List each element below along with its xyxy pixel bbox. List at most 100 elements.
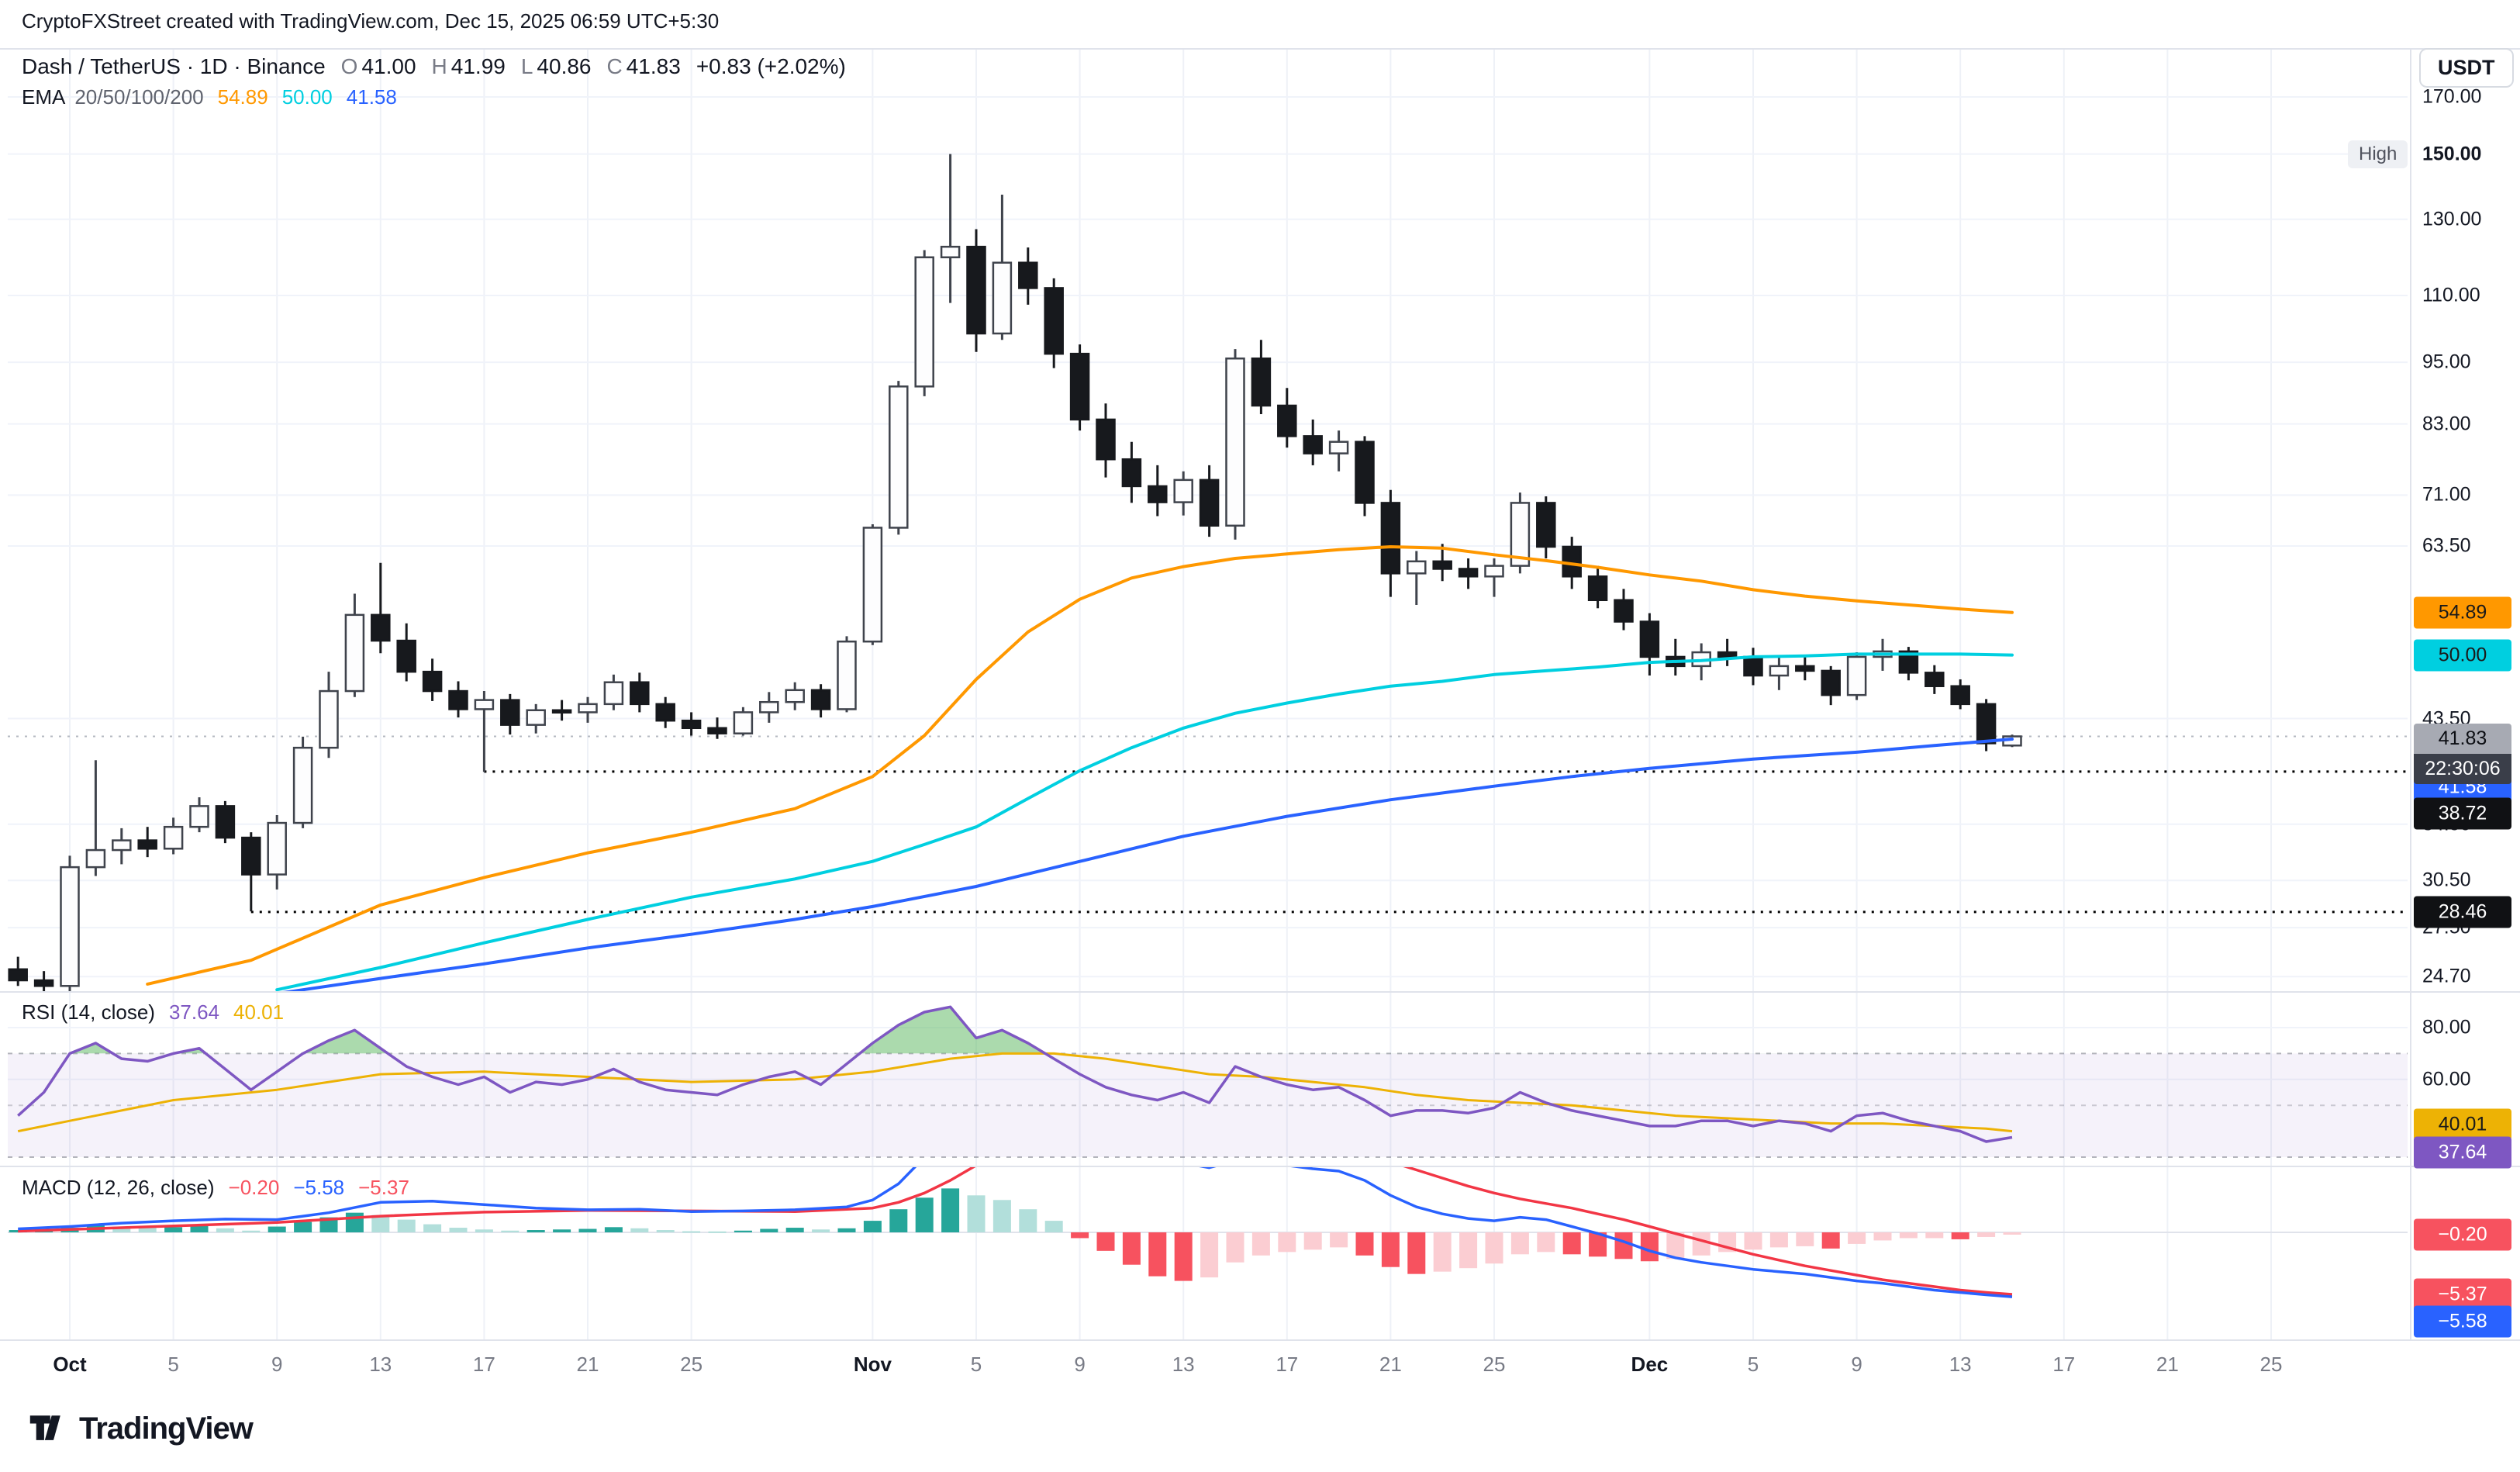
macd-histogram-bar [1821,1232,1840,1249]
high-value: 41.99 [450,54,506,78]
candle-body [1407,560,1427,575]
axis-day-label: 5 [970,1353,982,1376]
ema-params: 20/50/100/200 [74,85,204,109]
macd-histogram-bar [294,1221,312,1232]
candle-body [1743,655,1763,677]
macd-histogram-bar [1096,1232,1115,1251]
macd-histogram-bar [889,1209,908,1232]
candle-body [655,703,675,722]
macd-histogram-bar [1278,1232,1296,1253]
price-scale-badge: 54.89 [2414,596,2511,629]
candle-body [1950,685,1970,706]
macd-histogram-bar [1303,1232,1322,1250]
candle-body [1536,502,1556,548]
candle-body [1925,672,1945,687]
candle-body [1510,502,1531,567]
close-value: 41.83 [626,54,681,78]
macd-legend[interactable]: MACD (12, 26, close) −0.20 −5.58 −5.37 [22,1176,409,1200]
candle-body [1251,357,1272,407]
macd-histogram-bar [992,1200,1011,1232]
candle-body [966,245,986,335]
candles-layer[interactable] [8,154,2022,996]
candle-body [112,839,132,852]
macd-histogram-bar [9,1230,27,1232]
macd-histogram-bar [1925,1232,1944,1239]
candle-body [1173,479,1193,503]
axis-day-label: 9 [1074,1353,1086,1376]
candle-body [1277,404,1297,437]
rsi-pane-divider[interactable] [0,991,2520,993]
macd-histogram-bar [1977,1232,1996,1237]
macd-pane-divider[interactable] [0,1166,2520,1167]
price-scale-label: 150.00 [2422,143,2482,165]
candle-body [1821,669,1841,696]
candle-body [422,670,443,693]
macd-histogram-bar [345,1212,364,1232]
candle-body [630,681,650,706]
macd-histogram-bar [1666,1232,1685,1259]
rsi-value: 37.64 [168,1000,220,1024]
candle-body [267,821,287,876]
candle-body [189,805,209,828]
candle-body [914,256,934,388]
axis-day-label: 17 [1276,1353,1299,1376]
ema-blue-line [282,738,2014,991]
rsi-legend[interactable]: RSI (14, close) 37.64 40.01 [22,1000,284,1025]
candle-body [940,245,961,259]
macd-scale-badge: −0.20 [2414,1218,2511,1251]
candle-body [371,613,391,642]
macd-signal-line [18,1167,2013,1296]
axis-day-label: 25 [2259,1353,2283,1376]
macd-histogram-bar [1537,1232,1555,1253]
candle-body [33,979,54,987]
high-label: H [431,54,447,78]
macd-histogram-bar [164,1227,183,1232]
candle-body [1121,458,1142,488]
macd-histogram-bar [837,1228,856,1232]
macd-histogram-bar [1200,1232,1219,1278]
axis-day-label: 17 [2052,1353,2076,1376]
axis-month-label: Oct [53,1353,87,1376]
candle-body [1225,357,1245,527]
currency-usdt-button[interactable]: USDT [2419,48,2514,88]
candle-body [319,689,339,749]
candle-body [785,689,805,703]
candle-body [1639,620,1660,658]
ema-legend[interactable]: EMA 20/50/100/200 54.89 50.00 41.58 [22,85,397,109]
candle-body [85,848,106,869]
macd-histogram-bar [1122,1232,1141,1265]
macd-pane[interactable] [8,1082,2408,1298]
price-pane[interactable] [8,96,2408,996]
last-price-badge: 41.83 22:30:06 [2414,723,2511,784]
rsi-title: RSI (14, close) [22,1000,155,1024]
axis-day-label: 25 [1483,1353,1506,1376]
macd-histogram-bar [915,1197,934,1232]
macd-histogram-bar [1951,1232,1969,1239]
price-scale-label: 24.70 [2422,965,2471,987]
candle-body [810,689,831,710]
candle-body [215,805,236,839]
macd-signal-value: −5.37 [358,1176,409,1199]
macd-histogram-bar [449,1228,468,1232]
open-label: O [340,54,358,78]
macd-histogram-bar [1407,1232,1426,1274]
axis-day-label: 9 [1851,1353,1862,1376]
rsi-pane[interactable] [8,1005,2408,1158]
ema50-value: 50.00 [281,85,333,109]
symbol-legend[interactable]: Dash / TetherUS · 1D · Binance O 41.00 H 41.… [22,54,846,79]
candle-body [707,727,727,734]
rsi-scale-badge: 40.01 [2414,1108,2511,1141]
toolbar-divider [0,48,2520,50]
macd-histogram-bar [1899,1232,1918,1239]
axis-day-label: 25 [680,1353,703,1376]
price-scale-badge: 28.46 [2414,896,2511,928]
axis-day-label: 5 [167,1353,179,1376]
tradingview-logo[interactable]: TradingView [28,1408,254,1449]
axis-day-label: 21 [2156,1353,2179,1376]
macd-histogram-bar [1796,1232,1814,1246]
ema-orange-line [146,545,2014,986]
axis-day-label: 13 [1949,1353,1972,1376]
candle-body [1614,599,1634,623]
candle-body [733,711,754,734]
